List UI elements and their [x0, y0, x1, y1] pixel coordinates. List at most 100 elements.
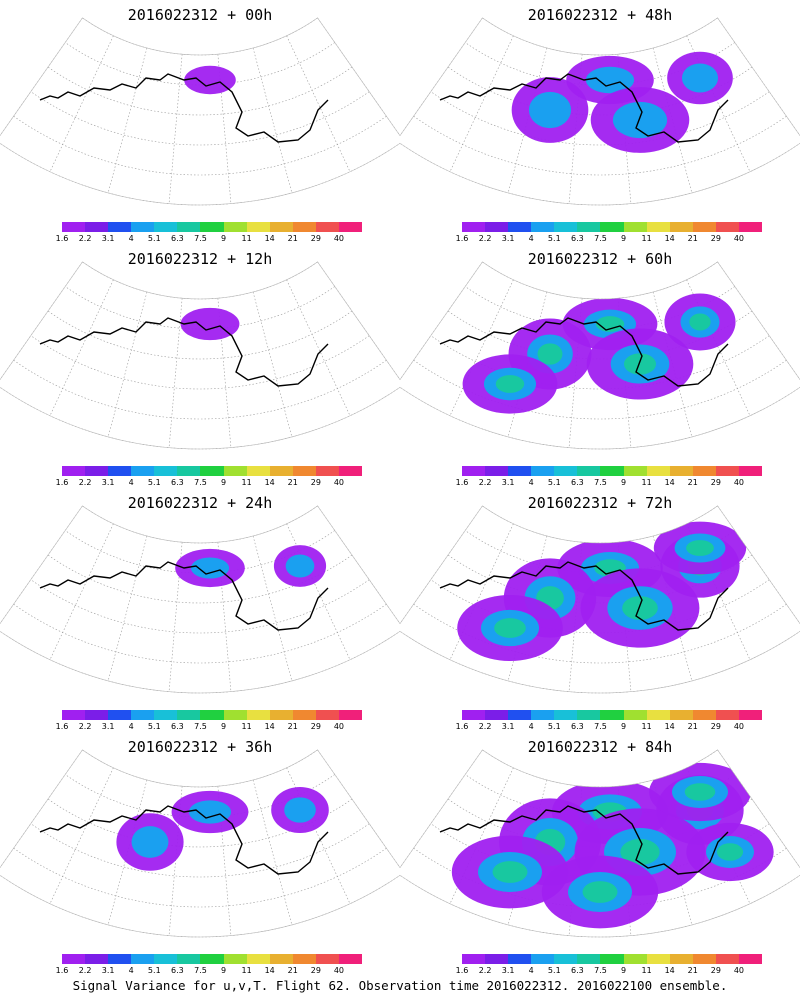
color-scale-labels: 1.6 2.2 3.1 4 5.1 6.3 7.5 9 11 14 21 29 40 — [56, 478, 362, 488]
color-scale — [462, 466, 763, 476]
color-swatch — [646, 222, 670, 232]
scale-tick-label: 4 — [128, 478, 134, 487]
scale-tick-label: 4 — [528, 234, 534, 243]
color-swatch — [62, 954, 86, 964]
color-swatch — [531, 222, 555, 232]
scale-tick-label: 9 — [220, 478, 227, 487]
scale-tick-label: 21 — [687, 478, 698, 487]
variance-field — [180, 307, 240, 341]
color-swatch — [508, 222, 532, 232]
color-swatch — [669, 954, 693, 964]
scale-tick-label: 6.3 — [571, 966, 584, 975]
color-swatch — [200, 466, 224, 476]
scale-tick-label: 40 — [733, 478, 745, 487]
color-swatch — [738, 222, 763, 232]
scale-tick-label: 21 — [287, 234, 298, 243]
color-swatch — [246, 466, 270, 476]
color-swatch — [200, 222, 224, 232]
scale-tick-label: 3.1 — [101, 234, 115, 243]
map-domain-outline — [400, 505, 800, 694]
color-swatch — [131, 466, 155, 476]
scale-tick-label: 11 — [241, 722, 252, 731]
panel-title: 2016022312 + 12h — [127, 250, 273, 268]
forecast-panel: 2016022312 + 12h 1.6 2.2 3.1 4 5.1 6.3 7.5 9 11 14… — [0, 244, 400, 488]
coastline — [39, 317, 329, 387]
scale-tick-label: 2.2 — [478, 722, 492, 731]
color-scale-labels: 1.6 2.2 3.1 4 5.1 6.3 7.5 9 11 14 21 29 40 — [456, 478, 762, 488]
scale-tick-label: 4 — [128, 234, 134, 243]
graticule — [0, 505, 400, 694]
scale-tick-label: 3.1 — [501, 478, 515, 487]
color-swatch — [462, 222, 486, 232]
color-swatch — [577, 954, 601, 964]
color-swatch — [177, 954, 201, 964]
scale-tick-label: 6.3 — [571, 478, 584, 487]
map-domain-outline — [0, 17, 400, 206]
scale-tick-label: 14 — [264, 234, 275, 243]
color-swatch — [315, 954, 339, 964]
color-swatch — [554, 466, 578, 476]
map-domain-outline — [400, 17, 800, 206]
coastline — [39, 561, 329, 631]
color-swatch — [485, 466, 509, 476]
scale-tick-label: 29 — [710, 234, 721, 243]
scale-tick-label: 9 — [620, 234, 627, 243]
color-swatch — [715, 710, 739, 720]
figure-caption: Signal Variance for u,v,T. Flight 62. Ob… — [72, 978, 728, 993]
color-scale-labels: 1.6 2.2 3.1 4 5.1 6.3 7.5 9 11 14 21 29 40 — [56, 722, 362, 732]
color-swatch — [669, 710, 693, 720]
color-scale — [62, 222, 363, 232]
color-swatch — [131, 710, 155, 720]
scale-tick-label: 5.1 — [147, 966, 161, 975]
scale-tick-label: 11 — [241, 478, 252, 487]
scale-tick-label: 3.1 — [101, 722, 115, 731]
scale-tick-label: 5.1 — [147, 722, 161, 731]
scale-tick-label: 7.5 — [194, 722, 207, 731]
color-swatch — [177, 222, 201, 232]
scale-tick-label: 6.3 — [571, 234, 584, 243]
variance-field — [451, 762, 774, 929]
color-swatch — [154, 954, 178, 964]
color-swatch — [85, 954, 109, 964]
color-swatch — [623, 710, 647, 720]
scale-tick-label: 29 — [710, 722, 721, 731]
color-swatch — [738, 710, 763, 720]
scale-tick-label: 2.2 — [478, 478, 492, 487]
graticule — [0, 749, 400, 938]
color-swatch — [623, 466, 647, 476]
color-swatch — [292, 466, 316, 476]
scale-tick-label: 2.2 — [78, 966, 92, 975]
color-swatch — [85, 466, 109, 476]
scale-tick-label: 6.3 — [171, 966, 184, 975]
color-swatch — [131, 954, 155, 964]
color-swatch — [108, 710, 132, 720]
scale-tick-label: 9 — [620, 722, 627, 731]
scale-tick-label: 1.6 — [455, 722, 469, 731]
panel-grid: 2016022312 + 00h 1.6 2.2 3.1 4 5.1 6.3 7.5 9 11 14… — [0, 0, 800, 975]
color-swatch — [62, 222, 86, 232]
forecast-panel: 2016022312 + 00h 1.6 2.2 3.1 4 5.1 6.3 7.5 9 11 14… — [0, 0, 400, 244]
scale-tick-label: 40 — [733, 234, 745, 243]
color-swatch — [338, 954, 363, 964]
color-swatch — [531, 466, 555, 476]
color-swatch — [738, 954, 763, 964]
color-scale-labels: 1.6 2.2 3.1 4 5.1 6.3 7.5 9 11 14 21 29 40 — [456, 722, 762, 732]
color-swatch — [62, 466, 86, 476]
scale-tick-label: 40 — [333, 966, 345, 975]
variance-map — [0, 749, 400, 938]
variance-map — [400, 17, 800, 206]
color-scale — [62, 466, 363, 476]
color-swatch — [646, 710, 670, 720]
scale-tick-label: 6.3 — [171, 722, 184, 731]
map-domain-outline — [400, 749, 800, 938]
color-swatch — [600, 954, 624, 964]
scale-tick-label: 11 — [241, 234, 252, 243]
scale-tick-label: 2.2 — [478, 234, 492, 243]
scale-tick-label: 4 — [128, 966, 134, 975]
color-swatch — [508, 710, 532, 720]
scale-tick-label: 3.1 — [101, 966, 115, 975]
scale-tick-label: 4 — [528, 478, 534, 487]
scale-tick-label: 14 — [664, 966, 675, 975]
panel-title: 2016022312 + 36h — [127, 738, 273, 756]
variance-map — [0, 505, 400, 694]
